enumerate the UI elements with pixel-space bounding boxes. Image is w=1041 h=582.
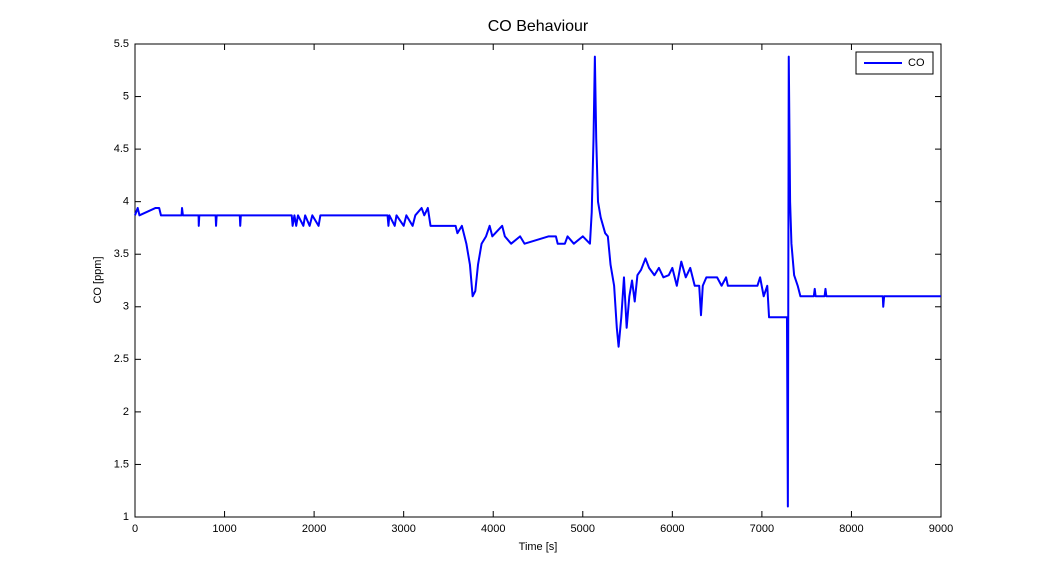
- data-line: [134, 55, 941, 508]
- y-tick-label: 2: [123, 406, 129, 418]
- x-tick-label: 9000: [929, 523, 953, 535]
- plot-frame: [134, 43, 942, 518]
- x-tick-label: 4000: [481, 523, 505, 535]
- x-tick-label: 2000: [302, 523, 326, 535]
- y-tick-label: 3: [123, 301, 129, 313]
- x-tick-label: 7000: [750, 523, 774, 535]
- y-tick-label: 1: [123, 511, 129, 523]
- x-tick-label: 3000: [391, 523, 415, 535]
- x-tick-label: 8000: [839, 523, 863, 535]
- y-tick-label: 5.5: [114, 38, 129, 50]
- x-tick-label: 6000: [660, 523, 684, 535]
- y-tick-label: 3.5: [114, 248, 129, 260]
- x-tick-label: 1000: [212, 523, 236, 535]
- y-tick-label: 5: [123, 90, 129, 102]
- x-axis-label: Time [s]: [519, 541, 558, 553]
- y-tick-label: 1.5: [114, 458, 129, 470]
- y-tick-label: 2.5: [114, 353, 129, 365]
- x-tick-label: 5000: [571, 523, 595, 535]
- y-tick-label: 4.5: [114, 143, 129, 155]
- y-axis-label: CO [ppm]: [92, 256, 104, 303]
- y-tick-label: 4: [123, 196, 129, 208]
- chart-title: CO Behaviour: [488, 18, 589, 35]
- x-tick-label: 0: [132, 523, 138, 535]
- legend-label: CO: [908, 57, 925, 69]
